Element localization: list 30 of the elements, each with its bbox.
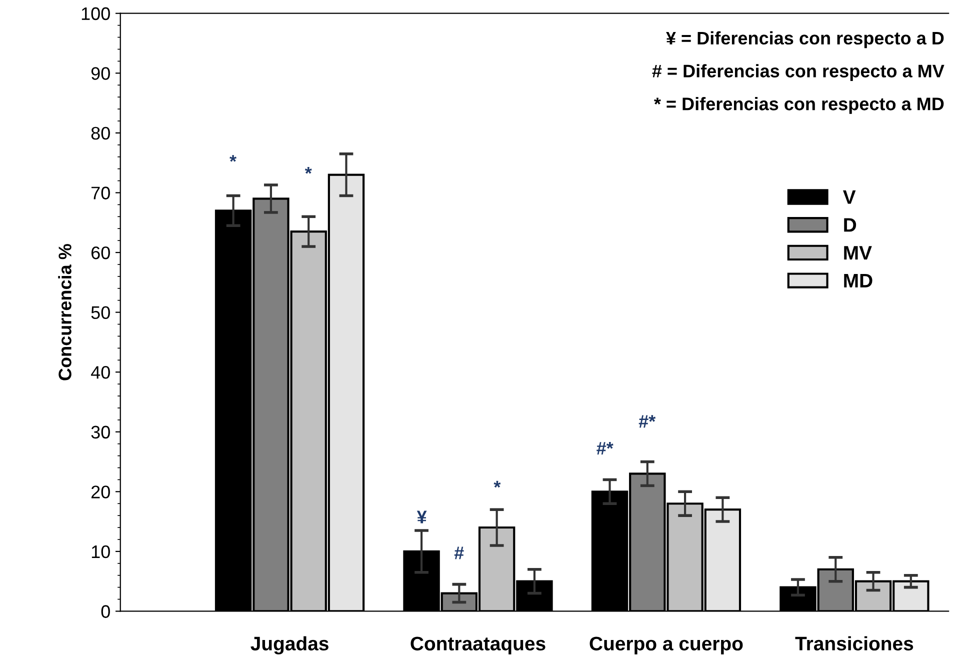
y-tick-label: 10 — [92, 545, 110, 558]
legend-label: MV — [844, 246, 872, 260]
annotation: * = Diferencias con respecto a MD — [654, 97, 944, 114]
x-tick-label: Cuerpo a cuerpo — [590, 636, 743, 654]
y-tick-label: 30 — [91, 426, 110, 439]
annotation: #* — [638, 415, 656, 428]
y-tick-label: 50 — [91, 306, 110, 320]
annotation: # = Diferencias con respecto a MV — [652, 64, 944, 82]
x-tick-label: Jugadas — [250, 636, 328, 654]
annotation: * — [230, 155, 236, 162]
y-tick-label: 80 — [91, 126, 110, 140]
annotation: # — [454, 546, 464, 560]
annotation: ¥ = Diferencias con respecto a D — [666, 31, 944, 48]
y-tick-label: 100 — [82, 7, 110, 20]
x-tick-label: Transiciones — [795, 636, 914, 651]
y-tick-label: 0 — [101, 605, 110, 618]
legend-label: D — [844, 218, 856, 232]
y-tick-label: 40 — [90, 366, 110, 379]
y-tick-label: 20 — [91, 486, 110, 498]
y-tick-label: 70 — [91, 186, 110, 200]
annotation: #* — [596, 442, 614, 454]
legend-label: V — [842, 190, 856, 204]
y-axis-title: Concurrencia % — [58, 244, 72, 380]
y-tick-label: 60 — [91, 246, 110, 260]
annotation: * — [304, 167, 312, 174]
y-tick-label: 90 — [91, 67, 110, 80]
legend-label: MD — [844, 274, 872, 288]
x-tick-label: Contraataques — [410, 636, 546, 654]
annotation: * — [494, 480, 501, 488]
annotation: ¥ — [416, 510, 427, 524]
